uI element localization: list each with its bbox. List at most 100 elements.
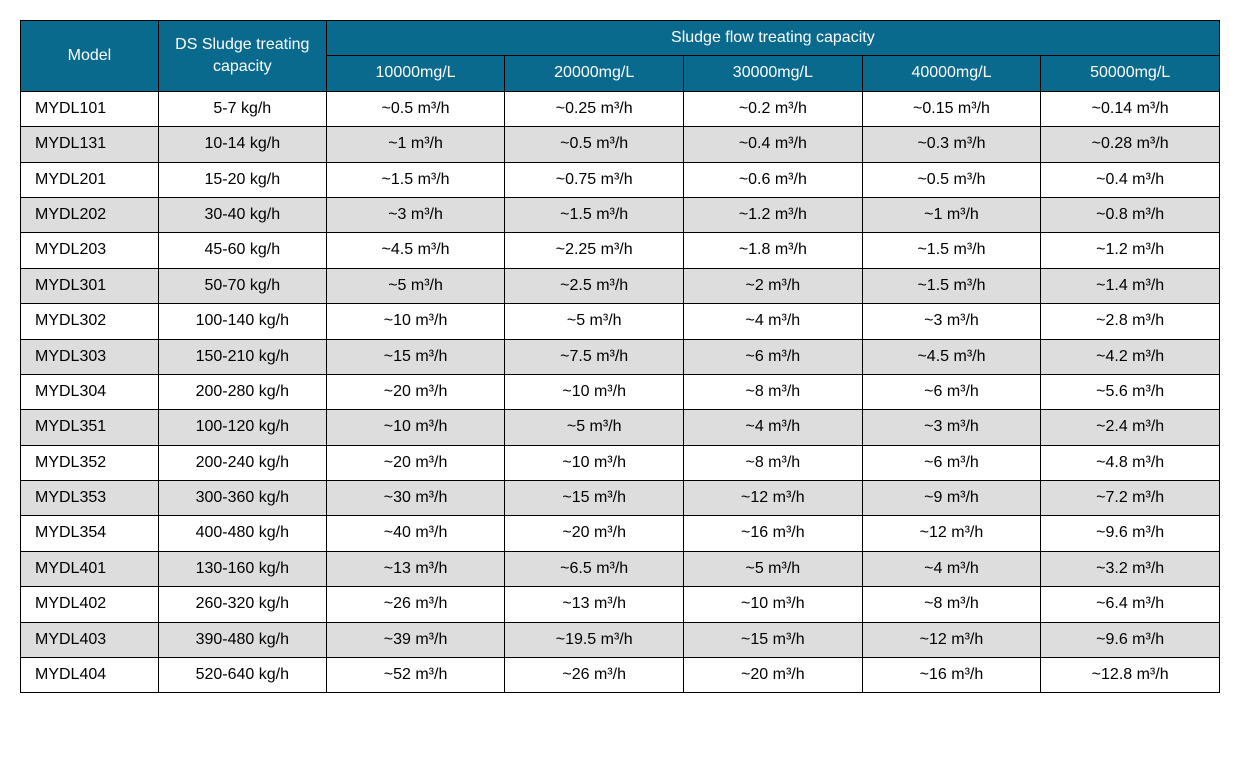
cell-flow-3: ~9 m³/h: [862, 481, 1041, 516]
cell-ds-capacity: 30-40 kg/h: [158, 197, 326, 232]
table-row: MYDL354400-480 kg/h~40 m³/h~20 m³/h~16 m…: [21, 516, 1220, 551]
cell-ds-capacity: 10-14 kg/h: [158, 127, 326, 162]
cell-flow-2: ~4 m³/h: [684, 304, 863, 339]
cell-flow-0: ~13 m³/h: [326, 551, 505, 586]
cell-ds-capacity: 400-480 kg/h: [158, 516, 326, 551]
cell-model: MYDL101: [21, 91, 159, 126]
cell-model: MYDL353: [21, 481, 159, 516]
cell-flow-2: ~1.2 m³/h: [684, 197, 863, 232]
cell-flow-3: ~12 m³/h: [862, 622, 1041, 657]
cell-flow-2: ~16 m³/h: [684, 516, 863, 551]
cell-flow-4: ~0.14 m³/h: [1041, 91, 1220, 126]
cell-flow-4: ~2.4 m³/h: [1041, 410, 1220, 445]
cell-flow-1: ~10 m³/h: [505, 445, 684, 480]
cell-flow-2: ~0.6 m³/h: [684, 162, 863, 197]
cell-flow-4: ~1.4 m³/h: [1041, 268, 1220, 303]
cell-flow-0: ~39 m³/h: [326, 622, 505, 657]
cell-ds-capacity: 45-60 kg/h: [158, 233, 326, 268]
cell-flow-2: ~0.2 m³/h: [684, 91, 863, 126]
cell-flow-3: ~4.5 m³/h: [862, 339, 1041, 374]
cell-flow-0: ~20 m³/h: [326, 374, 505, 409]
cell-flow-3: ~12 m³/h: [862, 516, 1041, 551]
cell-flow-4: ~9.6 m³/h: [1041, 622, 1220, 657]
cell-flow-3: ~1.5 m³/h: [862, 233, 1041, 268]
table-row: MYDL351100-120 kg/h~10 m³/h~5 m³/h~4 m³/…: [21, 410, 1220, 445]
header-flow-10000: 10000mg/L: [326, 56, 505, 91]
cell-flow-0: ~15 m³/h: [326, 339, 505, 374]
table-row: MYDL1015-7 kg/h~0.5 m³/h~0.25 m³/h~0.2 m…: [21, 91, 1220, 126]
cell-flow-4: ~5.6 m³/h: [1041, 374, 1220, 409]
cell-flow-4: ~9.6 m³/h: [1041, 516, 1220, 551]
table-row: MYDL402260-320 kg/h~26 m³/h~13 m³/h~10 m…: [21, 587, 1220, 622]
cell-flow-1: ~2.5 m³/h: [505, 268, 684, 303]
cell-flow-3: ~1 m³/h: [862, 197, 1041, 232]
cell-ds-capacity: 150-210 kg/h: [158, 339, 326, 374]
cell-flow-0: ~3 m³/h: [326, 197, 505, 232]
cell-flow-4: ~2.8 m³/h: [1041, 304, 1220, 339]
header-flow-20000: 20000mg/L: [505, 56, 684, 91]
cell-model: MYDL352: [21, 445, 159, 480]
cell-flow-1: ~19.5 m³/h: [505, 622, 684, 657]
cell-model: MYDL351: [21, 410, 159, 445]
cell-flow-1: ~1.5 m³/h: [505, 197, 684, 232]
cell-flow-4: ~0.4 m³/h: [1041, 162, 1220, 197]
cell-flow-0: ~40 m³/h: [326, 516, 505, 551]
cell-flow-4: ~0.8 m³/h: [1041, 197, 1220, 232]
cell-flow-3: ~0.15 m³/h: [862, 91, 1041, 126]
cell-ds-capacity: 100-120 kg/h: [158, 410, 326, 445]
table-row: MYDL302100-140 kg/h~10 m³/h~5 m³/h~4 m³/…: [21, 304, 1220, 339]
cell-flow-2: ~0.4 m³/h: [684, 127, 863, 162]
cell-flow-0: ~26 m³/h: [326, 587, 505, 622]
cell-flow-3: ~1.5 m³/h: [862, 268, 1041, 303]
cell-flow-4: ~4.8 m³/h: [1041, 445, 1220, 480]
cell-flow-1: ~10 m³/h: [505, 374, 684, 409]
cell-model: MYDL354: [21, 516, 159, 551]
cell-flow-1: ~6.5 m³/h: [505, 551, 684, 586]
cell-ds-capacity: 5-7 kg/h: [158, 91, 326, 126]
cell-flow-2: ~20 m³/h: [684, 658, 863, 693]
cell-flow-0: ~4.5 m³/h: [326, 233, 505, 268]
cell-flow-3: ~3 m³/h: [862, 410, 1041, 445]
cell-flow-4: ~7.2 m³/h: [1041, 481, 1220, 516]
cell-flow-2: ~8 m³/h: [684, 374, 863, 409]
cell-ds-capacity: 520-640 kg/h: [158, 658, 326, 693]
cell-flow-2: ~6 m³/h: [684, 339, 863, 374]
cell-model: MYDL301: [21, 268, 159, 303]
cell-flow-0: ~20 m³/h: [326, 445, 505, 480]
cell-flow-1: ~0.75 m³/h: [505, 162, 684, 197]
cell-model: MYDL304: [21, 374, 159, 409]
cell-flow-2: ~10 m³/h: [684, 587, 863, 622]
table-row: MYDL404520-640 kg/h~52 m³/h~26 m³/h~20 m…: [21, 658, 1220, 693]
cell-flow-1: ~26 m³/h: [505, 658, 684, 693]
table-body: MYDL1015-7 kg/h~0.5 m³/h~0.25 m³/h~0.2 m…: [21, 91, 1220, 693]
sludge-capacity-table: Model DS Sludge treating capacity Sludge…: [20, 20, 1220, 693]
cell-flow-1: ~7.5 m³/h: [505, 339, 684, 374]
cell-model: MYDL303: [21, 339, 159, 374]
cell-flow-4: ~6.4 m³/h: [1041, 587, 1220, 622]
cell-flow-1: ~0.25 m³/h: [505, 91, 684, 126]
table-row: MYDL304200-280 kg/h~20 m³/h~10 m³/h~8 m³…: [21, 374, 1220, 409]
table-row: MYDL303150-210 kg/h~15 m³/h~7.5 m³/h~6 m…: [21, 339, 1220, 374]
cell-flow-3: ~0.3 m³/h: [862, 127, 1041, 162]
table-header: Model DS Sludge treating capacity Sludge…: [21, 21, 1220, 92]
cell-flow-1: ~5 m³/h: [505, 304, 684, 339]
header-flow-30000: 30000mg/L: [684, 56, 863, 91]
table-row: MYDL20345-60 kg/h~4.5 m³/h~2.25 m³/h~1.8…: [21, 233, 1220, 268]
cell-model: MYDL404: [21, 658, 159, 693]
cell-model: MYDL402: [21, 587, 159, 622]
cell-ds-capacity: 300-360 kg/h: [158, 481, 326, 516]
cell-flow-2: ~12 m³/h: [684, 481, 863, 516]
cell-ds-capacity: 200-240 kg/h: [158, 445, 326, 480]
cell-flow-1: ~20 m³/h: [505, 516, 684, 551]
table-row: MYDL20230-40 kg/h~3 m³/h~1.5 m³/h~1.2 m³…: [21, 197, 1220, 232]
cell-model: MYDL203: [21, 233, 159, 268]
cell-ds-capacity: 130-160 kg/h: [158, 551, 326, 586]
cell-flow-3: ~6 m³/h: [862, 374, 1041, 409]
header-ds-capacity: DS Sludge treating capacity: [158, 21, 326, 92]
cell-flow-0: ~52 m³/h: [326, 658, 505, 693]
cell-flow-0: ~0.5 m³/h: [326, 91, 505, 126]
cell-flow-1: ~5 m³/h: [505, 410, 684, 445]
cell-flow-0: ~5 m³/h: [326, 268, 505, 303]
cell-ds-capacity: 100-140 kg/h: [158, 304, 326, 339]
table-row: MYDL401130-160 kg/h~13 m³/h~6.5 m³/h~5 m…: [21, 551, 1220, 586]
